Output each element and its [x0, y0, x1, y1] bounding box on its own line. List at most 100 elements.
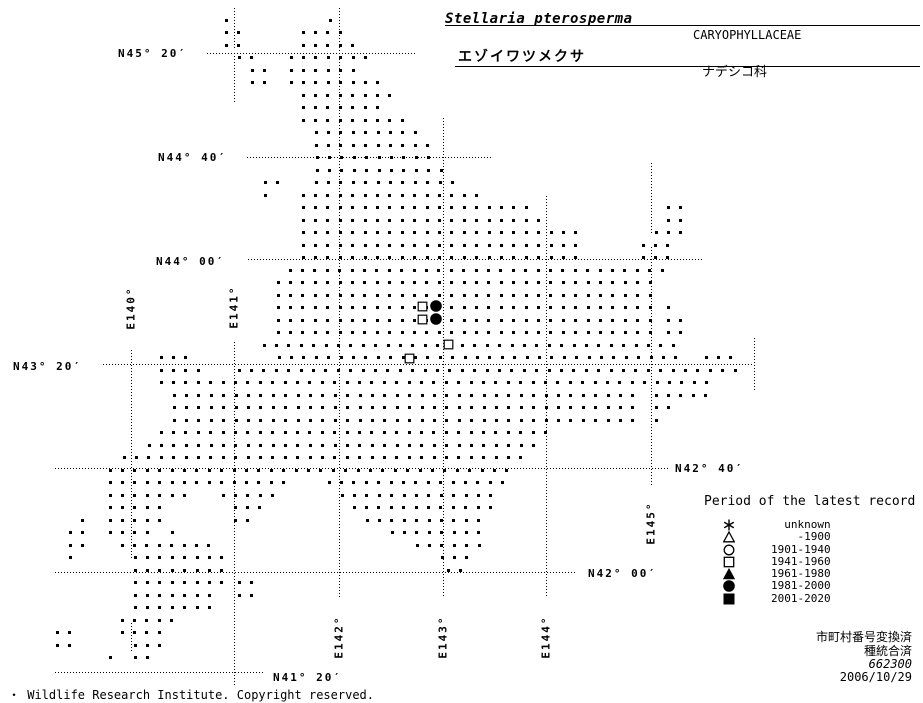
longitude-line — [651, 163, 652, 235]
mesh-dot — [450, 231, 454, 234]
mesh-dot — [383, 418, 387, 422]
mesh-dot — [536, 293, 540, 297]
mesh-dot — [326, 181, 330, 184]
mesh-dot — [222, 418, 226, 422]
mesh-dot — [432, 443, 436, 447]
mesh-dot — [145, 656, 149, 659]
mesh-dot — [314, 131, 318, 134]
mesh-dot — [357, 381, 361, 384]
mesh-dot — [469, 443, 473, 447]
mesh-dot — [497, 368, 501, 372]
mesh-dot — [544, 418, 548, 422]
mesh-dot — [352, 156, 356, 159]
mesh-dot — [67, 643, 71, 647]
mesh-dot — [605, 381, 609, 384]
mesh-dot — [499, 318, 503, 322]
mesh-dot — [705, 381, 709, 384]
mesh-dot — [158, 581, 162, 584]
mesh-dot — [159, 381, 163, 384]
mesh-dot — [536, 281, 540, 284]
mesh-dot — [170, 481, 174, 484]
mesh-dot — [423, 343, 427, 347]
legend-symbol-circle-filled — [723, 580, 735, 593]
mesh-dot — [296, 406, 300, 409]
mesh-dot — [482, 418, 486, 422]
mesh-dot — [276, 281, 280, 284]
mesh-dot — [631, 393, 635, 397]
mesh-dot — [457, 443, 461, 447]
mesh-dot — [68, 531, 72, 534]
mesh-dot — [339, 481, 343, 484]
mesh-dot — [326, 106, 330, 109]
mesh-dot — [349, 343, 353, 347]
mesh-dot — [351, 93, 355, 97]
mesh-dot — [437, 193, 441, 197]
mesh-dot — [158, 643, 162, 647]
mesh-dot — [507, 393, 511, 397]
mesh-dot — [246, 493, 250, 497]
mesh-dot — [246, 443, 250, 447]
mesh-dot — [145, 568, 149, 572]
mesh-dot — [375, 293, 379, 297]
mesh-dot — [654, 231, 658, 234]
mesh-dot — [375, 193, 379, 197]
mesh-dot — [284, 418, 288, 422]
mesh-dot — [207, 556, 211, 559]
mesh-dot — [295, 381, 299, 384]
mesh-dot — [641, 256, 645, 259]
mesh-dot — [326, 118, 330, 122]
mesh-dot — [648, 331, 652, 334]
mesh-dot — [133, 556, 137, 559]
mesh-dot — [474, 306, 478, 309]
mesh-dot — [599, 356, 603, 359]
mesh-dot — [363, 206, 367, 209]
mesh-dot — [729, 356, 733, 359]
mesh-dot — [288, 318, 292, 322]
mesh-dot — [400, 206, 404, 209]
mesh-dot — [531, 443, 535, 447]
mesh-dot — [271, 431, 275, 434]
mesh-dot — [351, 68, 355, 72]
mesh-dot — [412, 268, 416, 272]
mesh-dot — [195, 568, 199, 572]
mesh-dot — [363, 118, 367, 122]
mesh-dot — [451, 356, 455, 359]
mesh-dot — [575, 356, 579, 359]
mesh-dot — [313, 331, 317, 334]
mesh-dot — [220, 568, 224, 572]
mesh-dot — [452, 556, 456, 559]
mesh-dot — [363, 318, 367, 322]
mesh-dot — [271, 381, 275, 384]
mesh-dot — [133, 606, 137, 609]
mesh-dot — [487, 306, 491, 309]
mesh-dot — [501, 481, 505, 484]
mesh-dot — [133, 493, 137, 497]
mesh-dot — [623, 318, 627, 322]
mesh-dot — [561, 306, 565, 309]
mesh-dot — [537, 356, 541, 359]
mesh-dot — [531, 431, 535, 434]
mesh-dot — [653, 256, 657, 259]
mesh-dot — [172, 393, 176, 397]
mesh-dot — [499, 256, 503, 259]
mesh-dot — [170, 618, 174, 622]
mesh-dot — [352, 481, 356, 484]
mesh-dot — [450, 281, 454, 284]
mesh-dot — [351, 143, 355, 147]
mesh-dot — [598, 293, 602, 297]
latitude-label: N44° 40′ — [158, 150, 227, 164]
mesh-dot — [274, 368, 278, 372]
mesh-dot — [283, 381, 287, 384]
mesh-dot — [559, 368, 563, 372]
mesh-dot — [402, 531, 406, 534]
mesh-dot — [460, 368, 464, 372]
mesh-dot — [220, 581, 224, 584]
mesh-dot — [636, 306, 640, 309]
legend-symbol-square-open — [723, 556, 735, 568]
mesh-dot — [636, 293, 640, 297]
square-open-icon — [723, 556, 735, 568]
mesh-dot — [182, 468, 186, 472]
mesh-dot — [158, 468, 162, 472]
mesh-dot — [388, 143, 392, 147]
mesh-dot — [346, 406, 350, 409]
